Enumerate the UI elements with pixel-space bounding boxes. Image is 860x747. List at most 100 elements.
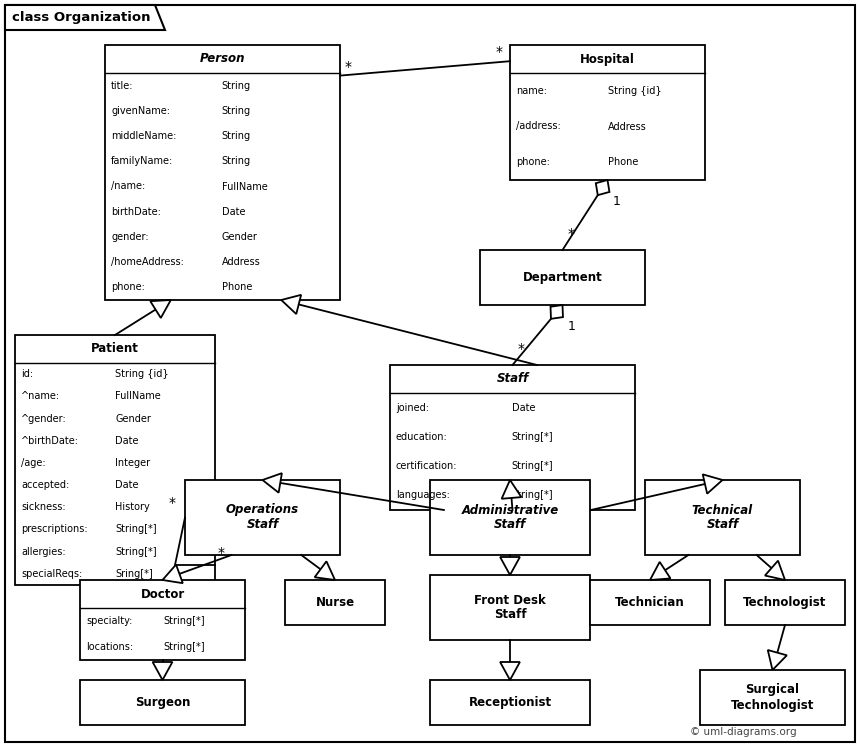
Polygon shape — [5, 5, 165, 30]
Polygon shape — [501, 557, 520, 575]
Text: Doctor: Doctor — [140, 587, 185, 601]
Bar — [725, 580, 845, 625]
Polygon shape — [262, 473, 282, 493]
Text: class Organization: class Organization — [12, 11, 150, 25]
Text: id:: id: — [21, 369, 34, 379]
Text: 1: 1 — [568, 320, 575, 333]
Text: *: * — [496, 46, 503, 59]
Text: String[*]: String[*] — [163, 616, 205, 626]
Text: Department: Department — [523, 271, 602, 284]
Text: String[*]: String[*] — [512, 432, 553, 442]
Text: Technician: Technician — [615, 596, 685, 609]
Text: String[*]: String[*] — [512, 490, 553, 500]
Text: String[*]: String[*] — [163, 642, 205, 652]
Text: locations:: locations: — [86, 642, 133, 652]
Text: Gender: Gender — [222, 232, 258, 242]
Text: birthDate:: birthDate: — [111, 207, 161, 217]
Polygon shape — [281, 295, 301, 314]
Text: certification:: certification: — [396, 461, 458, 471]
Text: name:: name: — [516, 86, 547, 96]
Text: String: String — [222, 156, 251, 167]
Text: Front Desk
Staff: Front Desk Staff — [474, 594, 546, 622]
Text: Date: Date — [222, 207, 245, 217]
Bar — [510, 45, 705, 180]
Text: History: History — [115, 502, 150, 512]
Text: Staff: Staff — [496, 373, 529, 385]
Bar — [645, 480, 800, 555]
Polygon shape — [152, 662, 172, 680]
Bar — [590, 580, 710, 625]
Text: Phone: Phone — [222, 282, 252, 292]
Text: String: String — [222, 131, 251, 141]
Text: Surgical
Technologist: Surgical Technologist — [731, 684, 814, 711]
Text: phone:: phone: — [516, 157, 550, 167]
Text: String[*]: String[*] — [115, 524, 157, 535]
Polygon shape — [501, 480, 521, 499]
Text: FullName: FullName — [115, 391, 161, 401]
Text: Administrative
Staff: Administrative Staff — [461, 503, 559, 532]
Text: Nurse: Nurse — [316, 596, 354, 609]
Bar — [285, 580, 385, 625]
Text: Address: Address — [222, 257, 261, 267]
Text: specialReqs:: specialReqs: — [21, 569, 83, 579]
Text: ^birthDate:: ^birthDate: — [21, 436, 79, 446]
Text: languages:: languages: — [396, 490, 450, 500]
Bar — [80, 680, 245, 725]
Text: /age:: /age: — [21, 458, 46, 468]
Text: givenName:: givenName: — [111, 106, 170, 116]
Text: © uml-diagrams.org: © uml-diagrams.org — [690, 727, 796, 737]
Text: *: * — [169, 497, 176, 510]
Text: Integer: Integer — [115, 458, 150, 468]
Text: Technical
Staff: Technical Staff — [692, 503, 753, 532]
Text: familyName:: familyName: — [111, 156, 173, 167]
Text: String {id}: String {id} — [608, 86, 661, 96]
Text: Technologist: Technologist — [743, 596, 826, 609]
Text: specialty:: specialty: — [86, 616, 132, 626]
Bar — [185, 480, 340, 555]
Text: Patient: Patient — [91, 343, 139, 356]
Text: phone:: phone: — [111, 282, 144, 292]
Bar — [80, 580, 245, 660]
Polygon shape — [765, 561, 785, 580]
Text: Date: Date — [512, 403, 535, 412]
Text: joined:: joined: — [396, 403, 429, 412]
Text: Phone: Phone — [608, 157, 638, 167]
Text: Date: Date — [115, 480, 138, 490]
Text: String {id}: String {id} — [115, 369, 169, 379]
Text: *: * — [218, 546, 225, 560]
Text: String[*]: String[*] — [115, 547, 157, 557]
Text: gender:: gender: — [111, 232, 149, 242]
Text: String: String — [222, 106, 251, 116]
Bar — [15, 335, 215, 585]
Polygon shape — [550, 305, 563, 319]
Text: allergies:: allergies: — [21, 547, 65, 557]
Text: Address: Address — [608, 122, 647, 131]
Bar — [390, 365, 635, 510]
Bar — [105, 45, 340, 300]
Text: prescriptions:: prescriptions: — [21, 524, 88, 535]
Text: *: * — [345, 60, 352, 74]
Text: accepted:: accepted: — [21, 480, 70, 490]
Text: /homeAddress:: /homeAddress: — [111, 257, 184, 267]
Text: Surgeon: Surgeon — [135, 696, 190, 709]
Text: String: String — [222, 81, 251, 90]
Polygon shape — [650, 562, 671, 580]
Polygon shape — [501, 662, 520, 680]
Text: middleName:: middleName: — [111, 131, 176, 141]
Text: ^name:: ^name: — [21, 391, 60, 401]
Text: FullName: FullName — [222, 182, 267, 191]
Polygon shape — [768, 650, 787, 670]
Bar — [700, 670, 845, 725]
Text: Person: Person — [200, 52, 245, 66]
Text: Operations
Staff: Operations Staff — [226, 503, 299, 532]
Polygon shape — [315, 561, 335, 580]
Polygon shape — [703, 474, 722, 494]
Text: title:: title: — [111, 81, 133, 90]
Text: *: * — [568, 227, 574, 241]
Polygon shape — [150, 300, 171, 318]
Text: ^gender:: ^gender: — [21, 414, 67, 424]
Text: String[*]: String[*] — [512, 461, 553, 471]
Text: /name:: /name: — [111, 182, 145, 191]
Bar — [480, 250, 645, 305]
Bar — [430, 575, 590, 640]
